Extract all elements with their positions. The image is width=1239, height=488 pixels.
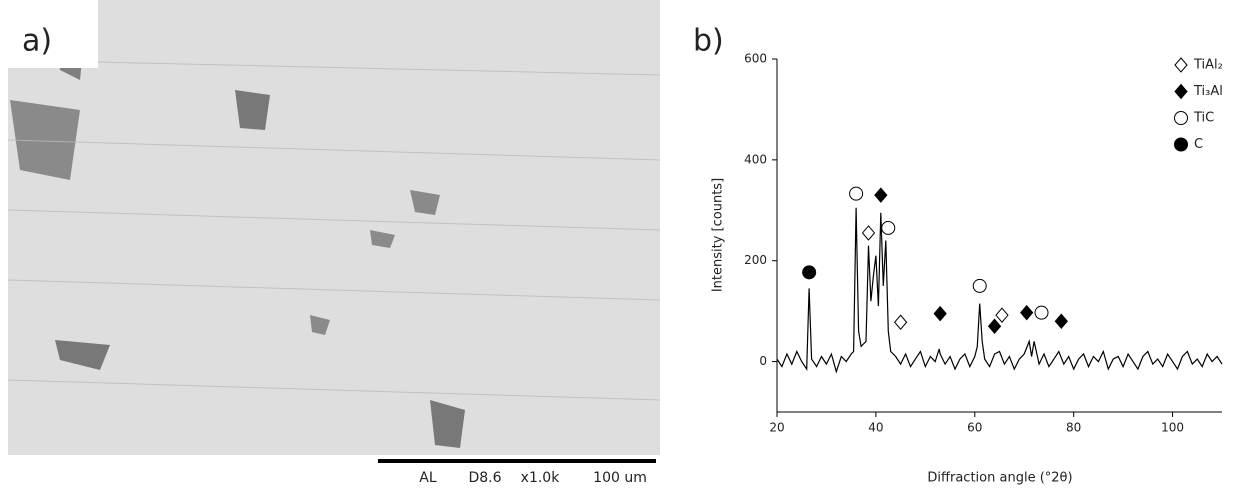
sem-image: a) AL D8.6 x1.0k 100 um <box>7 0 661 486</box>
phase-marker <box>995 307 1009 323</box>
x-axis-title: Diffraction angle (°2θ) <box>927 471 1072 486</box>
legend-label: TiAl₂ <box>1193 58 1223 73</box>
x-tick-label: 20 <box>769 421 784 435</box>
phase-marker <box>1020 304 1034 321</box>
scale-bar-text: 100 um <box>593 470 647 486</box>
phase-marker <box>1054 313 1068 329</box>
phase-marker <box>972 278 987 293</box>
x-tick-label: 100 <box>1161 421 1184 435</box>
legend-label: Ti₃Al <box>1193 84 1223 99</box>
y-tick-label: 0 <box>759 354 767 368</box>
scale-bar-text: D8.6 <box>468 470 501 486</box>
phase-marker <box>849 186 864 201</box>
x-tick-label: 40 <box>868 421 883 435</box>
pattern-line <box>776 207 1223 374</box>
panel-label: b) <box>693 24 724 59</box>
scale-bar-text: x1.0k <box>521 470 561 486</box>
chart: b) Diffraction angle (°2θ) Intensity [co… <box>693 24 1223 486</box>
scale-bar-text: AL <box>419 470 437 486</box>
sem-background <box>8 0 660 455</box>
x-tick-label: 60 <box>967 421 982 435</box>
phase-marker <box>987 318 1002 335</box>
x-tick-label: 80 <box>1066 421 1081 435</box>
y-tick-label: 200 <box>744 253 767 267</box>
phase-marker <box>881 220 896 235</box>
legend-symbol <box>1174 111 1188 125</box>
legend-label: TiC <box>1193 111 1214 126</box>
y-tick-label: 400 <box>744 152 767 166</box>
phase-marker <box>802 265 817 280</box>
legend-symbol <box>1174 137 1188 152</box>
legend-symbol <box>1174 83 1188 100</box>
phase-marker <box>874 187 888 203</box>
phase-marker <box>933 305 947 322</box>
y-axis-title: Intensity [counts] <box>711 178 726 292</box>
phase-marker <box>1034 305 1049 320</box>
phase-marker <box>861 225 876 241</box>
panel-label: a) <box>22 24 52 59</box>
legend-label: C <box>1194 137 1203 152</box>
y-tick-label: 600 <box>744 52 767 66</box>
phase-marker <box>893 314 908 331</box>
legend-symbol <box>1174 57 1188 73</box>
